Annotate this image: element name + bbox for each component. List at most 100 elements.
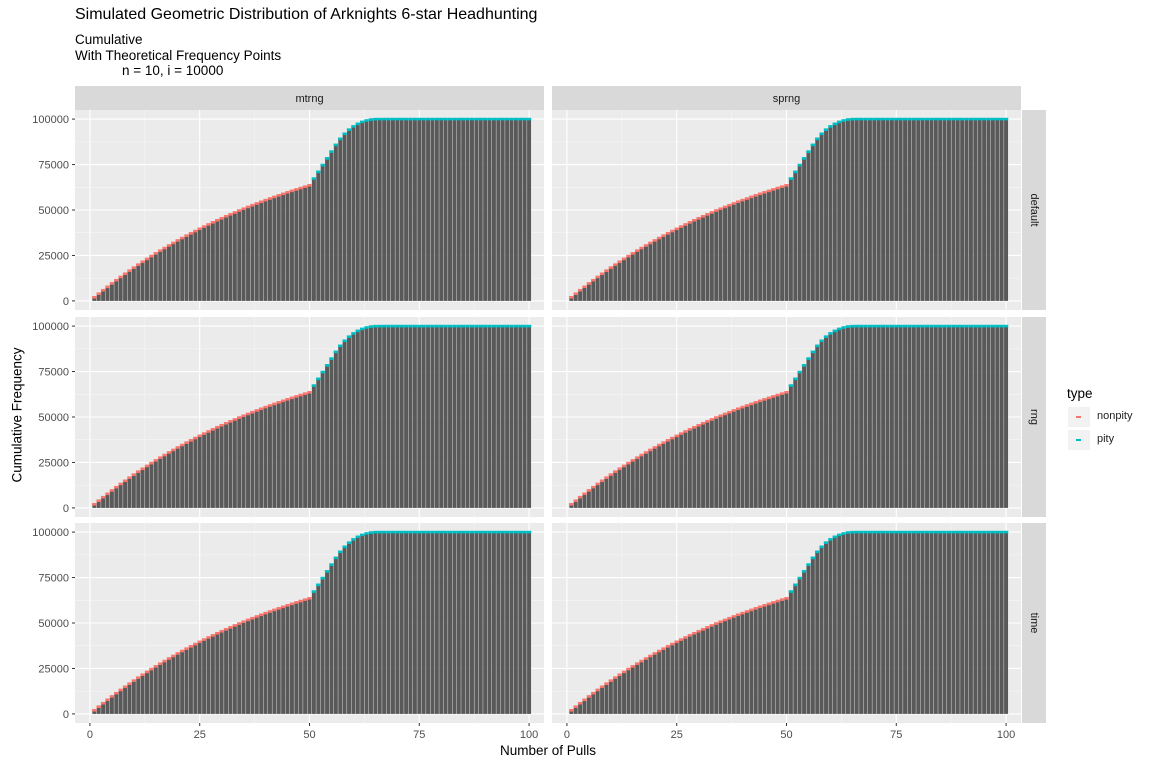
point-nonpity xyxy=(749,402,754,406)
point-pity xyxy=(395,324,400,328)
subtitle-line-3: n = 10, i = 10000 xyxy=(122,63,224,78)
bar xyxy=(951,326,956,508)
bar xyxy=(518,119,523,301)
point-pity xyxy=(359,327,365,331)
point-pity xyxy=(916,324,921,328)
bar xyxy=(929,532,934,714)
bar xyxy=(443,119,448,301)
point-pity xyxy=(390,117,396,121)
bar xyxy=(679,226,684,301)
point-nonpity xyxy=(149,461,154,465)
bar xyxy=(727,205,732,301)
point-nonpity xyxy=(762,604,767,607)
point-nonpity xyxy=(175,652,180,655)
point-nonpity xyxy=(127,269,132,272)
point-nonpity xyxy=(136,263,141,266)
bar xyxy=(973,119,978,301)
point-nonpity xyxy=(136,676,141,679)
bar xyxy=(202,226,207,301)
bar xyxy=(600,273,605,301)
point-pity xyxy=(465,324,470,328)
point-pity xyxy=(823,541,829,544)
point-pity xyxy=(342,132,347,136)
bar xyxy=(850,532,855,714)
bar xyxy=(810,351,815,508)
bar xyxy=(573,293,578,301)
bar xyxy=(272,196,277,301)
bar xyxy=(903,532,908,714)
bar xyxy=(916,326,921,508)
point-pity xyxy=(381,117,387,121)
bar xyxy=(439,532,444,714)
bar xyxy=(867,119,872,301)
point-nonpity xyxy=(162,659,167,663)
point-pity xyxy=(338,344,343,348)
point-nonpity xyxy=(162,453,167,457)
bar xyxy=(404,119,409,301)
bar xyxy=(487,326,492,508)
point-nonpity xyxy=(696,216,701,220)
bar xyxy=(496,326,501,508)
bar xyxy=(219,425,224,508)
bar xyxy=(118,689,123,714)
bar xyxy=(105,286,110,301)
bar xyxy=(456,532,461,714)
bar xyxy=(701,423,706,508)
bar xyxy=(964,326,969,508)
bar xyxy=(780,599,785,714)
point-pity xyxy=(513,324,519,328)
point-pity xyxy=(867,117,873,121)
bar xyxy=(474,119,479,301)
point-nonpity xyxy=(608,266,614,269)
bar xyxy=(648,449,653,508)
bar xyxy=(153,253,158,301)
bar xyxy=(745,405,749,508)
bar xyxy=(938,532,943,714)
bar xyxy=(876,532,881,714)
bar xyxy=(289,603,294,714)
legend-key-nonpity xyxy=(1068,407,1090,427)
y-tick-label: 50000 xyxy=(38,205,69,217)
point-nonpity xyxy=(241,207,246,211)
point-pity xyxy=(430,530,435,534)
point-nonpity xyxy=(109,282,115,285)
bar xyxy=(819,546,824,714)
point-pity xyxy=(346,128,352,131)
bar xyxy=(810,144,815,301)
bar xyxy=(753,195,758,301)
bar xyxy=(942,326,947,508)
bar xyxy=(483,326,488,508)
bar xyxy=(929,119,934,301)
bar xyxy=(364,327,369,508)
point-pity xyxy=(373,530,378,534)
bar xyxy=(180,651,185,714)
bar xyxy=(701,629,706,714)
bar xyxy=(527,119,532,301)
bar xyxy=(276,195,281,301)
bar xyxy=(96,293,101,301)
bar xyxy=(982,532,987,714)
bar xyxy=(320,372,325,508)
bar xyxy=(285,192,290,301)
point-nonpity xyxy=(735,613,741,617)
point-nonpity xyxy=(700,627,706,631)
y-tick-label: 0 xyxy=(63,503,69,515)
bar xyxy=(591,487,596,508)
bar xyxy=(395,326,400,508)
bar xyxy=(925,119,930,301)
point-nonpity xyxy=(294,188,299,191)
point-pity xyxy=(880,117,886,121)
bar xyxy=(355,330,360,508)
bar xyxy=(522,326,527,508)
bar xyxy=(316,584,321,714)
point-nonpity xyxy=(241,620,246,624)
bar xyxy=(254,410,259,508)
bar xyxy=(894,532,899,714)
point-nonpity xyxy=(109,489,115,492)
bar xyxy=(527,326,532,508)
bar xyxy=(263,613,268,714)
bar xyxy=(674,641,679,714)
point-nonpity xyxy=(643,657,649,660)
point-pity xyxy=(793,583,798,587)
point-pity xyxy=(898,117,903,121)
